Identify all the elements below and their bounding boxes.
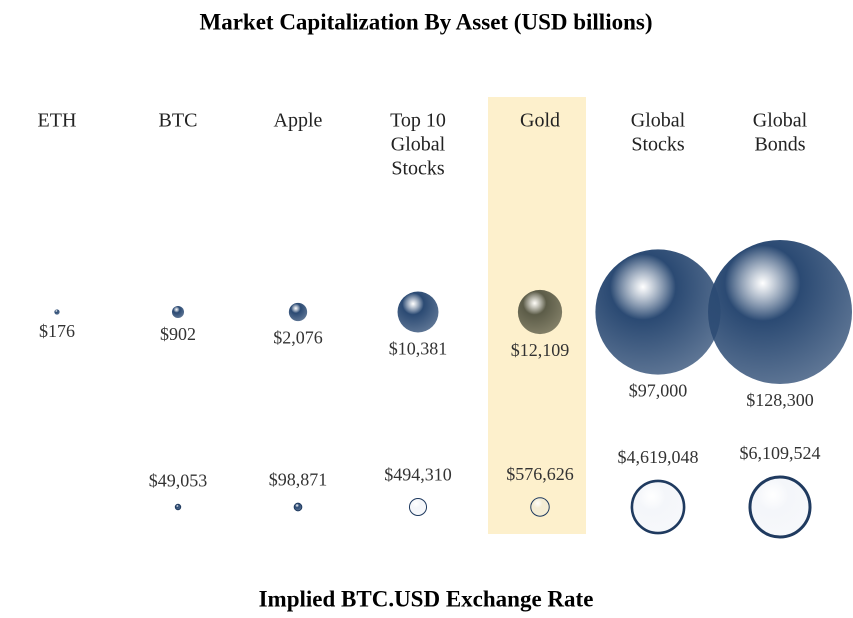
value-label: $12,109	[511, 340, 570, 360]
category-label: BTC	[159, 110, 198, 132]
value-label: $176	[39, 321, 75, 341]
value-label: $902	[160, 324, 196, 344]
category-label: Global	[391, 134, 446, 156]
category-label: Apple	[274, 110, 323, 132]
value-label: $6,109,524	[740, 443, 821, 463]
category-label: Stocks	[391, 158, 445, 180]
category-label: Global	[631, 110, 686, 132]
category-label: Stocks	[631, 134, 685, 156]
bubble	[595, 249, 721, 375]
bubble	[397, 291, 439, 333]
value-label: $576,626	[506, 464, 574, 484]
category-label: Global	[753, 110, 808, 132]
value-label: $49,053	[149, 470, 208, 490]
chart-title: Market Capitalization By Asset (USD bill…	[200, 9, 653, 34]
bubble	[517, 289, 563, 335]
value-label: $10,381	[389, 339, 448, 359]
bubble	[530, 497, 550, 517]
bubble	[708, 240, 852, 384]
category-label: ETH	[38, 110, 77, 132]
value-label: $2,076	[273, 327, 323, 347]
value-label: $494,310	[384, 465, 452, 485]
bubble	[174, 503, 182, 511]
category-label: Gold	[520, 110, 560, 132]
category-label: Top 10	[390, 110, 446, 132]
value-label: $98,871	[269, 469, 328, 489]
value-label: $4,619,048	[618, 447, 699, 467]
value-label: $128,300	[746, 390, 814, 410]
bubble	[293, 502, 303, 512]
value-label: $97,000	[629, 381, 688, 401]
bubble	[171, 305, 185, 319]
bubble	[408, 497, 428, 517]
bubble	[54, 309, 60, 315]
category-label: Bonds	[754, 134, 805, 156]
bubble	[630, 479, 686, 535]
bubble	[288, 302, 308, 322]
bubble	[748, 475, 812, 539]
chart-title: Implied BTC.USD Exchange Rate	[259, 586, 594, 611]
